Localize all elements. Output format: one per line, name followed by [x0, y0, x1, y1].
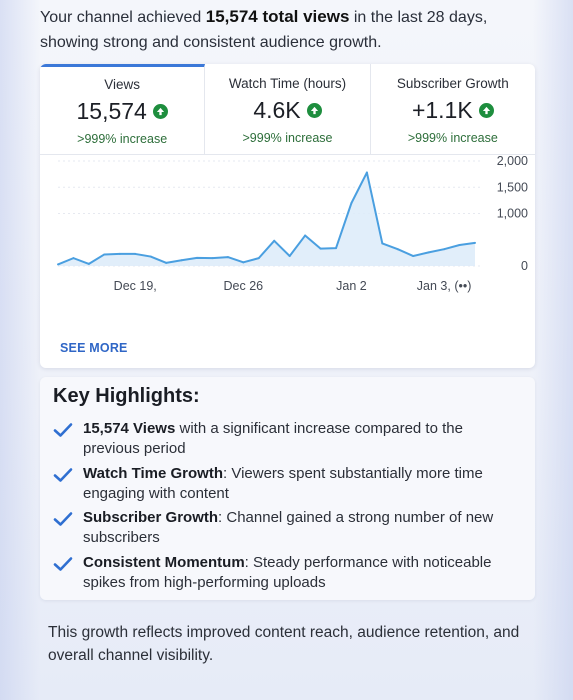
highlight-item: Consistent Momentum: Steady performance …	[53, 553, 523, 593]
data-point	[226, 256, 229, 259]
data-point	[211, 257, 214, 260]
tab-change: >999% increase	[407, 131, 498, 145]
tab-label: Watch Time (hours)	[228, 76, 347, 91]
chart-svg: 2,000 1,500 1,000 0 Dec 19, Dec 26 Jan 2 Jan 3,…	[57, 154, 528, 293]
data-point	[103, 253, 106, 256]
arrow-up-icon	[478, 103, 494, 118]
data-point	[134, 252, 137, 255]
series-area	[58, 172, 475, 266]
data-point	[257, 257, 260, 260]
intro-text: Your channel achieved 15,574 total views…	[40, 7, 488, 51]
data-point	[304, 234, 307, 237]
check-icon	[53, 553, 75, 593]
highlight-text: : Channel gained a strong number of new …	[83, 509, 494, 546]
background-glow-left	[0, 0, 40, 700]
data-point	[149, 255, 152, 258]
data-point	[381, 242, 384, 245]
x-tick-label: Jan 3, (••)	[417, 279, 472, 293]
highlight-text: : Steady performance with noticeable spi…	[83, 554, 492, 591]
x-tick-label: Dec 26	[224, 279, 264, 293]
data-point	[365, 171, 368, 174]
data-point	[72, 257, 75, 260]
series-line	[57, 171, 476, 266]
highlight-item: Watch Time Growth: Viewers spent substan…	[53, 464, 523, 504]
summary-text: This growth reflects improved content re…	[48, 624, 520, 664]
data-point	[427, 251, 430, 254]
key-highlights-panel: Key Highlights: 15,574 Views with a sign…	[40, 377, 535, 600]
y-tick-label: 1,500	[497, 180, 528, 194]
tab-value: 15,574	[76, 98, 147, 124]
y-tick-label: 2,000	[497, 156, 528, 168]
highlight-bold: Consistent Momentum	[83, 554, 245, 571]
views-chart: 2,000 1,500 1,000 0 Dec 19, Dec 26 Jan 2 Jan 3,…	[40, 154, 535, 336]
metric-tabs: Views 15,574 >999% increase Watch Time (…	[40, 64, 535, 155]
tab-change: >999% increase	[77, 132, 168, 146]
highlight-item: 15,574 Views with a significant increase…	[53, 419, 523, 459]
data-point	[335, 247, 337, 250]
tab-views[interactable]: Views 15,574 >999% increase	[40, 64, 206, 154]
tab-subscriber-growth[interactable]: Subscriber Growth +1.1K >999% increase	[371, 64, 535, 154]
check-icon	[53, 508, 75, 548]
highlight-bold: 15,574 Views	[83, 420, 176, 437]
see-more-link[interactable]: SEE MORE	[60, 341, 128, 355]
y-tick-label: 1,000	[497, 207, 528, 221]
tab-watch-time[interactable]: Watch Time (hours) 4.6K >999% increase	[205, 64, 371, 154]
check-icon	[53, 464, 75, 504]
data-point	[57, 263, 59, 266]
data-point	[273, 239, 276, 242]
data-point	[458, 244, 461, 246]
highlight-bold: Watch Time Growth	[83, 465, 224, 482]
tab-change: >999% increase	[242, 131, 333, 145]
tab-label: Subscriber Growth	[396, 76, 509, 91]
highlight-text: with a significant increase compared to …	[83, 420, 463, 457]
tab-value: 4.6K	[253, 97, 301, 123]
data-point	[443, 248, 446, 251]
data-point	[118, 252, 121, 255]
data-point	[319, 247, 322, 250]
data-point	[350, 202, 353, 204]
x-tick-label: Dec 19,	[114, 279, 157, 293]
data-point	[87, 262, 90, 265]
check-icon	[53, 419, 75, 459]
background-glow-right	[533, 0, 573, 700]
highlights-title: Key Highlights:	[53, 385, 200, 407]
tab-value: +1.1K	[411, 97, 473, 123]
highlight-text: : Viewers spent substantially more time …	[83, 465, 483, 502]
data-point	[396, 248, 399, 251]
y-tick-label: 0	[521, 259, 528, 273]
data-point	[474, 241, 476, 244]
arrow-up-icon	[306, 103, 322, 118]
analytics-card: Views 15,574 >999% increase Watch Time (…	[40, 64, 535, 368]
data-point	[165, 261, 168, 264]
intro-highlight: 15,574 total views	[205, 7, 350, 26]
data-point	[412, 255, 415, 258]
data-point	[180, 259, 183, 262]
data-point	[196, 256, 198, 259]
x-tick-label: Jan 2	[336, 279, 367, 293]
tab-label: Views	[104, 77, 141, 92]
data-point	[242, 261, 245, 264]
highlight-bold: Subscriber Growth	[83, 509, 219, 526]
data-point	[288, 255, 291, 258]
arrow-up-icon	[152, 104, 168, 119]
highlight-item: Subscriber Growth: Channel gained a stro…	[53, 508, 523, 548]
